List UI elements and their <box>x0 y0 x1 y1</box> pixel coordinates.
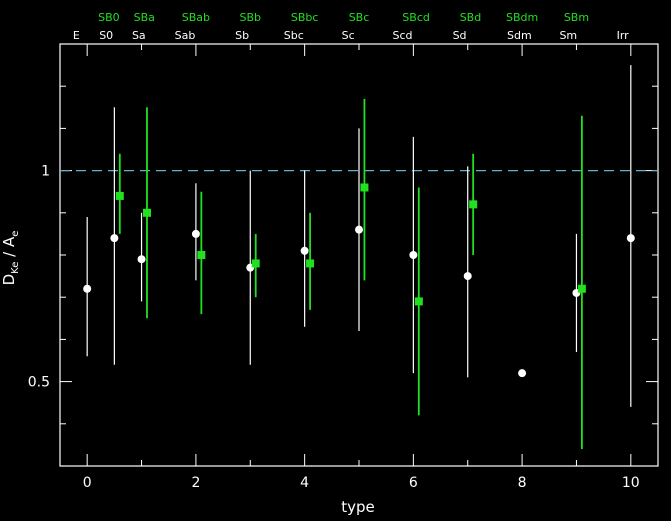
barred-type-label: SBab <box>182 11 210 24</box>
data-point <box>360 183 369 192</box>
tick-labels: 0 2 4 6 8 10 0.5 1 <box>28 164 640 491</box>
x-tick-label: 8 <box>518 475 527 491</box>
barred-type-label: SBcd <box>402 11 430 24</box>
error-bars <box>86 65 632 450</box>
type-labels: E S0 Sa Sab Sb Sbc Sc Scd Sd Sdm Sm Irr SB0 SBa SBab SB… <box>73 11 629 42</box>
data-point <box>469 200 478 209</box>
type-label: Sa <box>132 29 146 42</box>
data-point <box>115 191 124 200</box>
barred-type-label: SBm <box>564 11 589 24</box>
data-point <box>83 284 92 293</box>
barred-type-label: SB0 <box>98 11 120 24</box>
data-point <box>518 369 527 378</box>
data-point <box>137 255 146 264</box>
data-point <box>197 251 206 259</box>
type-label: Irr <box>617 29 630 42</box>
type-label: Scd <box>392 29 412 42</box>
data-point <box>306 259 315 268</box>
x-tick-label: 0 <box>83 475 92 491</box>
type-label: Sdm <box>507 29 532 42</box>
data-markers <box>83 183 635 378</box>
data-point <box>626 234 635 243</box>
type-label: Sab <box>175 29 196 42</box>
data-point <box>463 272 472 281</box>
data-point <box>142 208 151 217</box>
y-axis-title: DKe / Ae <box>0 231 21 286</box>
barred-type-label: SBbc <box>291 11 319 24</box>
data-point <box>355 225 363 234</box>
x-tick-label: 2 <box>191 475 200 491</box>
barred-type-label: SBb <box>240 11 262 24</box>
data-point <box>414 297 423 306</box>
barred-type-label: SBd <box>460 11 482 24</box>
x-tick-label: 6 <box>409 475 418 491</box>
y-tick-label: 0.5 <box>28 375 50 391</box>
barred-type-label: SBc <box>349 11 370 24</box>
data-point <box>577 284 586 293</box>
type-label: S0 <box>99 29 113 42</box>
y-tick-label: 1 <box>41 164 50 180</box>
type-label: Sd <box>453 29 467 42</box>
data-point <box>409 251 418 259</box>
data-point <box>191 229 200 238</box>
data-point <box>300 246 309 255</box>
barred-type-label: SBdm <box>506 11 538 24</box>
type-label: Sm <box>559 29 577 42</box>
barred-type-label: SBa <box>134 11 155 24</box>
data-point <box>251 259 260 268</box>
type-label: Sbc <box>284 29 304 42</box>
type-label: Sb <box>235 29 249 42</box>
x-tick-label: 10 <box>622 475 640 491</box>
x-tick-label: 4 <box>300 475 309 491</box>
data-point <box>110 234 119 243</box>
type-label: E <box>73 29 80 42</box>
type-label: Sc <box>342 29 355 42</box>
x-axis-title: type <box>341 498 375 516</box>
